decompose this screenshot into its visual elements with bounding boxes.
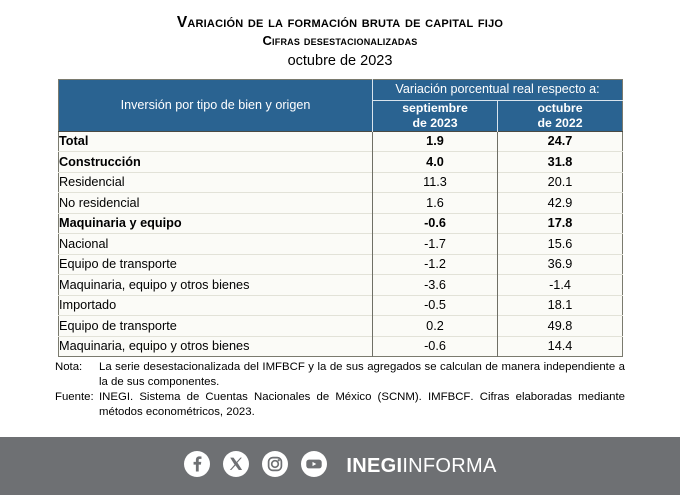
row-value-octubre: -1.4 xyxy=(497,274,623,296)
source-acronym-scnm: SCNM xyxy=(381,391,415,404)
note-row: Nota: La serie desestacionalizada del IM… xyxy=(55,360,625,390)
row-label: Construcción xyxy=(58,151,373,173)
title-block: Variación de la formación bruta de capit… xyxy=(0,0,680,71)
footer-bar: INEGIINFORMA xyxy=(0,437,680,495)
row-label: Maquinaria, equipo y otros bienes xyxy=(58,335,373,357)
row-value-octubre: 42.9 xyxy=(497,192,623,214)
note-text-pre: La serie desestacionalizada del xyxy=(99,361,263,374)
page-title: Variación de la formación bruta de capit… xyxy=(176,14,504,31)
table-row: Importado -0.5 18.1 xyxy=(58,294,623,316)
table-row: Residencial 11.3 20.1 xyxy=(58,171,623,193)
source-text: INEGI. Sistema de Cuentas Nacionales de … xyxy=(99,390,625,420)
row-label: Equipo de transporte xyxy=(58,253,373,275)
row-label: Total xyxy=(58,130,373,152)
table-row: Maquinaria y equipo -0.6 17.8 xyxy=(58,212,623,234)
row-value-octubre: 24.7 xyxy=(497,130,623,152)
header-col-septiembre-line2: de 2023 xyxy=(412,115,458,130)
brand-informa: INFORMA xyxy=(402,454,497,477)
table-row: Equipo de transporte -1.2 36.9 xyxy=(58,253,623,275)
data-table-container: Inversión por tipo de bien y origen Vari… xyxy=(58,79,623,358)
table-body: Total 1.9 24.7 Construcción 4.0 31.8 Residenci… xyxy=(58,130,623,357)
row-value-octubre: 17.8 xyxy=(497,212,623,234)
notes-block: Nota: La serie desestacionalizada del IM… xyxy=(55,360,625,420)
data-table: Inversión por tipo de bien y origen Vari… xyxy=(58,79,623,358)
header-row-label: Inversión por tipo de bien y origen xyxy=(58,79,373,132)
source-text-end: . Cifras elaboradas mediante métodos eco… xyxy=(99,391,625,419)
row-label: Nacional xyxy=(58,233,373,255)
row-label: Equipo de transporte xyxy=(58,315,373,337)
note-text-post: y la de sus agregados se calculan de man… xyxy=(99,361,626,389)
note-acronym-imfbcf: IMFBCF xyxy=(262,361,305,374)
row-value-septiembre: -0.5 xyxy=(372,294,498,316)
row-value-octubre: 15.6 xyxy=(497,233,623,255)
row-value-octubre: 20.1 xyxy=(497,171,623,193)
row-label: Maquinaria, equipo y otros bienes xyxy=(58,274,373,296)
header-col-octubre: octubre de 2022 xyxy=(497,100,623,132)
row-value-septiembre: 11.3 xyxy=(372,171,498,193)
row-value-septiembre: 1.9 xyxy=(372,130,498,152)
row-label: Maquinaria y equipo xyxy=(58,212,373,234)
row-value-octubre: 36.9 xyxy=(497,253,623,275)
note-text: La serie desestacionalizada del IMFBCF y… xyxy=(99,360,625,390)
brand-wordmark: INEGIINFORMA xyxy=(346,455,496,478)
row-value-septiembre: -0.6 xyxy=(372,212,498,234)
youtube-icon[interactable] xyxy=(300,450,328,483)
header-col-octubre-line1: octubre xyxy=(537,101,583,116)
header-group-label: Variación porcentual real respecto a: xyxy=(372,79,623,102)
table-header: Inversión por tipo de bien y origen Vari… xyxy=(58,79,623,132)
row-value-septiembre: -1.7 xyxy=(372,233,498,255)
table-row: Nacional -1.7 15.6 xyxy=(58,233,623,255)
row-value-septiembre: -0.6 xyxy=(372,335,498,357)
row-value-octubre: 14.4 xyxy=(497,335,623,357)
table-row: Equipo de transporte 0.2 49.8 xyxy=(58,315,623,337)
table-row: Construcción 4.0 31.8 xyxy=(58,151,623,173)
row-label: No residencial xyxy=(58,192,373,214)
header-col-septiembre: septiembre de 2023 xyxy=(372,100,498,132)
source-acronym-inegi: INEGI xyxy=(99,391,131,404)
facebook-icon[interactable] xyxy=(183,450,211,483)
header-col-septiembre-line1: septiembre xyxy=(402,101,468,116)
table-row: No residencial 1.6 42.9 xyxy=(58,192,623,214)
row-value-septiembre: 0.2 xyxy=(372,315,498,337)
source-text-mid1: . Sistema de Cuentas Nacionales de Méxic… xyxy=(130,391,382,404)
row-value-septiembre: -1.2 xyxy=(372,253,498,275)
header-col-octubre-line2: de 2022 xyxy=(537,115,583,130)
row-label: Importado xyxy=(58,294,373,316)
row-value-septiembre: 4.0 xyxy=(372,151,498,173)
source-acronym-imfbcf: IMFBCF xyxy=(428,391,471,404)
row-value-septiembre: -3.6 xyxy=(372,274,498,296)
row-value-octubre: 49.8 xyxy=(497,315,623,337)
instagram-icon[interactable] xyxy=(261,450,289,483)
page-subtitle: Cifras desestacionalizadas xyxy=(262,33,418,49)
table-row: Total 1.9 24.7 xyxy=(58,130,623,152)
table-row: Maquinaria, equipo y otros bienes -0.6 14.… xyxy=(58,335,623,357)
note-label: Nota: xyxy=(55,361,83,374)
source-label: Fuente: xyxy=(55,391,94,404)
table-row: Maquinaria, equipo y otros bienes -3.6 -1.… xyxy=(58,274,623,296)
row-value-octubre: 18.1 xyxy=(497,294,623,316)
source-text-mid2: ). xyxy=(414,391,428,404)
brand-inegi: INEGI xyxy=(346,454,403,477)
source-row: Fuente: INEGI. Sistema de Cuentas Nacion… xyxy=(55,390,625,420)
row-label: Residencial xyxy=(58,171,373,193)
page-date: octubre de 2023 xyxy=(287,53,393,70)
row-value-octubre: 31.8 xyxy=(497,151,623,173)
row-value-septiembre: 1.6 xyxy=(372,192,498,214)
x-twitter-icon[interactable] xyxy=(222,450,250,483)
